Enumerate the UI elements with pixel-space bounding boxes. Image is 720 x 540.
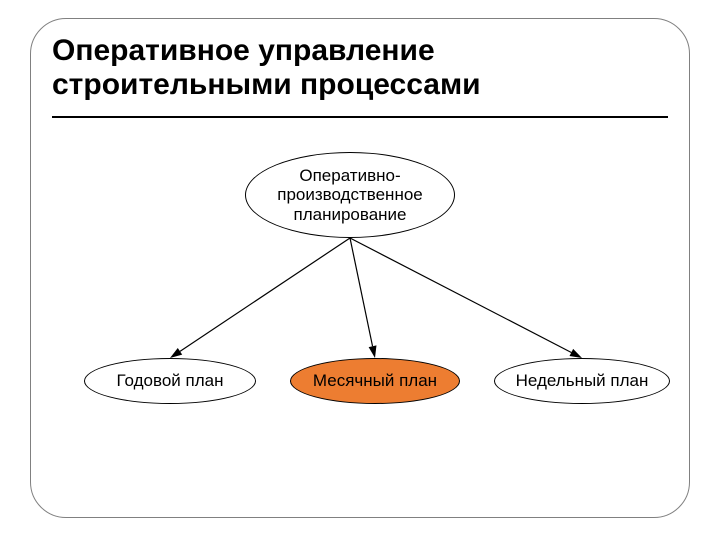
node-annual-label: Годовой план (116, 371, 223, 391)
slide: Оперативное управление строительными про… (0, 0, 720, 540)
node-monthly-label: Месячный план (313, 371, 437, 391)
slide-title: Оперативное управление строительными про… (52, 34, 652, 102)
node-annual: Годовой план (84, 358, 256, 404)
node-root: Оперативно-производственное планирование (245, 152, 455, 238)
node-weekly: Недельный план (494, 358, 670, 404)
node-root-label: Оперативно-производственное планирование (256, 166, 444, 225)
title-divider (52, 116, 668, 118)
node-weekly-label: Недельный план (516, 371, 649, 391)
node-monthly: Месячный план (290, 358, 460, 404)
